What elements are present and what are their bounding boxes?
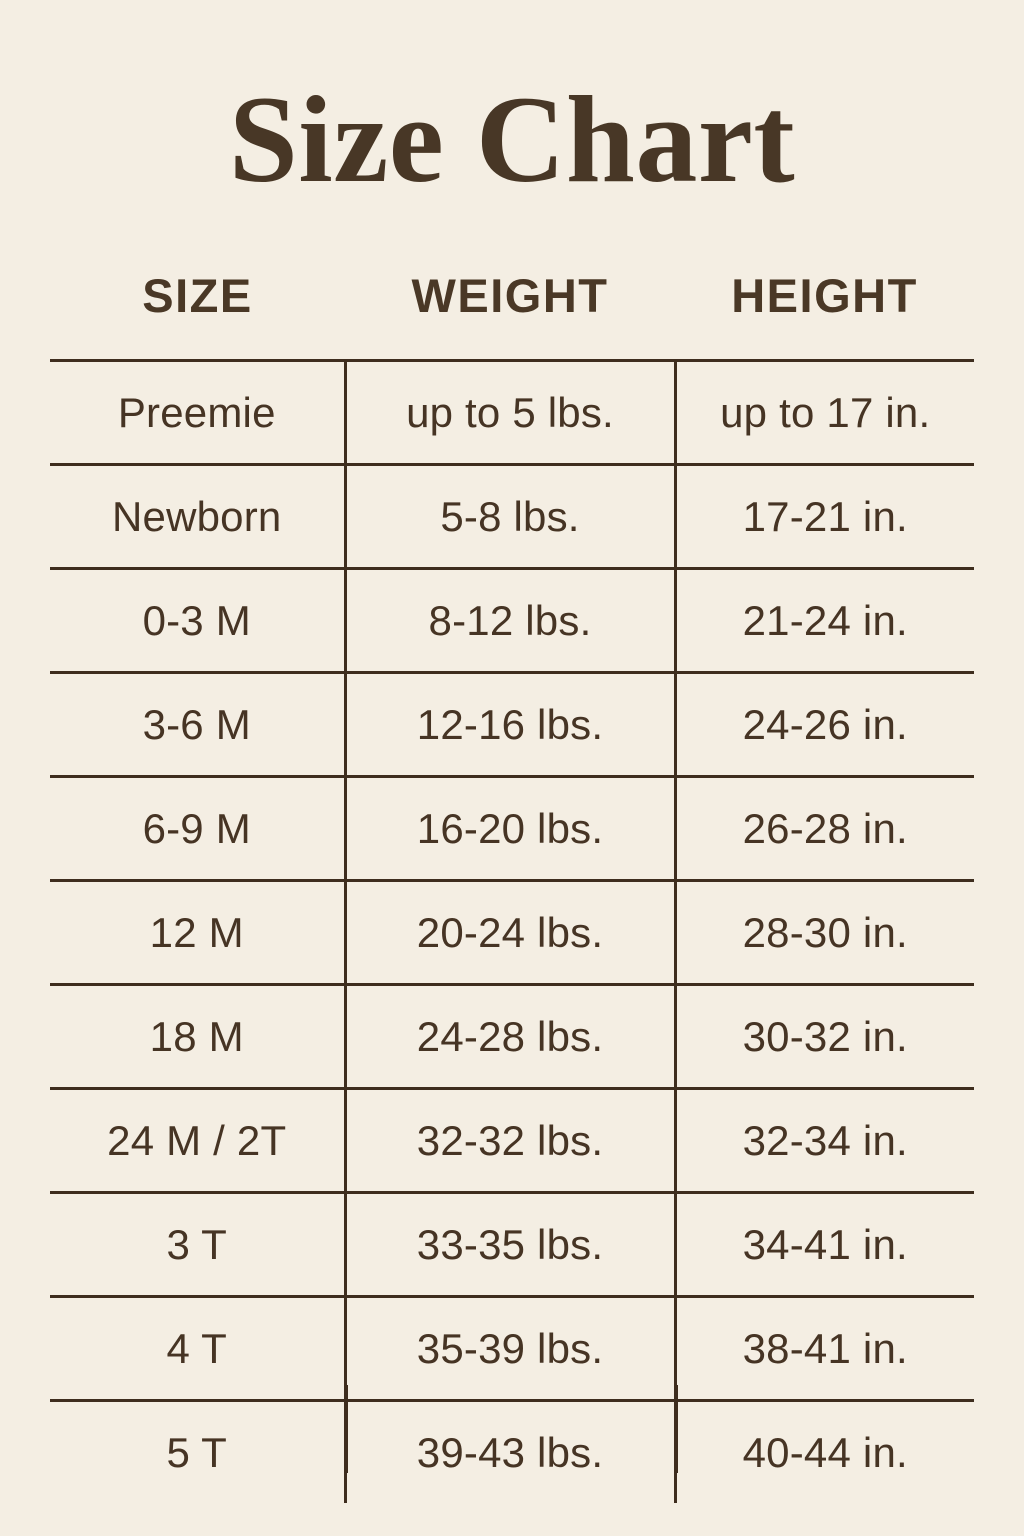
cell-height: 21-24 in. (673, 567, 974, 673)
column-header-size: SIZE (142, 269, 253, 322)
cell-size: 0-3 M (50, 567, 345, 673)
table-header-row: SIZE WEIGHT HEIGHT (50, 268, 974, 361)
column-header-weight: WEIGHT (411, 269, 609, 322)
cell-height: 40-44 in. (673, 1399, 974, 1503)
cell-weight: 16-20 lbs. (343, 775, 675, 881)
cell-weight: 35-39 lbs. (343, 1295, 675, 1401)
cell-size: 3 T (50, 1191, 345, 1297)
cell-size: 12 M (50, 879, 345, 985)
cell-height: 17-21 in. (673, 463, 974, 569)
table-body: Preemie up to 5 lbs. up to 17 in. Newborn 5-… (50, 359, 974, 1503)
cell-weight: 24-28 lbs. (343, 983, 675, 1089)
cell-size: Newborn (50, 463, 345, 569)
cell-weight: 12-16 lbs. (343, 671, 675, 777)
cell-height: 26-28 in. (673, 775, 974, 881)
table-header: SIZE WEIGHT HEIGHT (50, 268, 974, 361)
column-divider-overhang-1 (345, 1385, 348, 1473)
page-title: Size Chart (228, 71, 796, 208)
column-divider-overhang-2 (675, 1385, 678, 1473)
size-chart-table-wrapper: SIZE WEIGHT HEIGHT Preemie up to 5 lbs. up… (50, 268, 974, 1503)
cell-height: 30-32 in. (673, 983, 974, 1089)
table-row: 6-9 M 16-20 lbs. 26-28 in. (50, 775, 974, 881)
cell-weight: 8-12 lbs. (343, 567, 675, 673)
table-row: Preemie up to 5 lbs. up to 17 in. (50, 359, 974, 465)
cell-size: 24 M / 2T (50, 1087, 345, 1193)
cell-size: 6-9 M (50, 775, 345, 881)
table-row: 5 T 39-43 lbs. 40-44 in. (50, 1399, 974, 1503)
cell-size: 5 T (50, 1399, 345, 1503)
cell-weight: 20-24 lbs. (343, 879, 675, 985)
table-row: Newborn 5-8 lbs. 17-21 in. (50, 463, 974, 569)
cell-size: 3-6 M (50, 671, 345, 777)
cell-weight: 33-35 lbs. (343, 1191, 675, 1297)
cell-weight: up to 5 lbs. (343, 359, 675, 465)
table-row: 0-3 M 8-12 lbs. 21-24 in. (50, 567, 974, 673)
size-chart-table: SIZE WEIGHT HEIGHT Preemie up to 5 lbs. up… (50, 268, 974, 1503)
table-row: 12 M 20-24 lbs. 28-30 in. (50, 879, 974, 985)
table-row: 4 T 35-39 lbs. 38-41 in. (50, 1295, 974, 1401)
cell-height: 32-34 in. (673, 1087, 974, 1193)
cell-weight: 39-43 lbs. (343, 1399, 675, 1503)
cell-weight: 5-8 lbs. (343, 463, 675, 569)
table-row: 24 M / 2T 32-32 lbs. 32-34 in. (50, 1087, 974, 1193)
cell-size: 18 M (50, 983, 345, 1089)
table-row: 3 T 33-35 lbs. 34-41 in. (50, 1191, 974, 1297)
cell-height: 28-30 in. (673, 879, 974, 985)
table-row: 18 M 24-28 lbs. 30-32 in. (50, 983, 974, 1089)
table-row: 3-6 M 12-16 lbs. 24-26 in. (50, 671, 974, 777)
cell-height: 34-41 in. (673, 1191, 974, 1297)
cell-size: 4 T (50, 1295, 345, 1401)
cell-height: 24-26 in. (673, 671, 974, 777)
cell-height: 38-41 in. (673, 1295, 974, 1401)
column-header-height: HEIGHT (731, 269, 918, 322)
cell-size: Preemie (50, 359, 345, 465)
cell-height: up to 17 in. (673, 359, 974, 465)
cell-weight: 32-32 lbs. (343, 1087, 675, 1193)
